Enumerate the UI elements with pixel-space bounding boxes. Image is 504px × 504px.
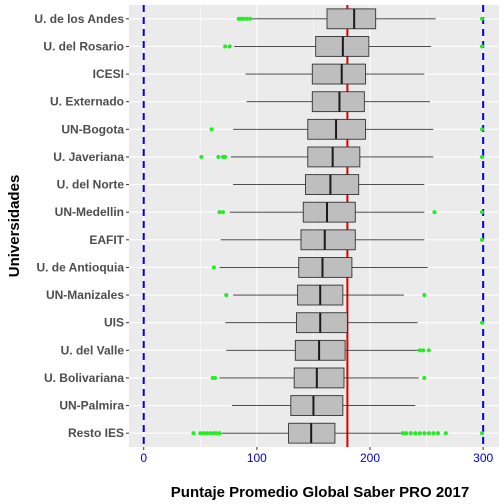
outlier-point: [223, 44, 228, 49]
box-4: [246, 91, 430, 113]
box-7: [233, 174, 425, 195]
outlier-point: [479, 127, 485, 132]
y-tick-label: UN-Palmira: [59, 399, 124, 413]
outlier-point: [400, 431, 405, 436]
box-12: [225, 312, 485, 334]
x-tick-label: 0: [140, 451, 147, 465]
box-iqr: [293, 367, 345, 389]
outlier-point: [217, 431, 222, 436]
outlier-point: [244, 16, 249, 21]
outlier-point: [241, 16, 246, 21]
outlier-point: [479, 210, 485, 215]
outlier-point: [247, 16, 253, 21]
box-1: [236, 8, 485, 30]
x-tick-label: 200: [360, 451, 380, 465]
y-tick-label: UN-Bogota: [61, 122, 124, 136]
y-tick-label: U. del Norte: [57, 178, 125, 192]
y-tick-label: ICESI: [93, 67, 124, 81]
box-iqr: [290, 395, 344, 416]
y-tick-label: U. Bolivariana: [44, 371, 124, 385]
outlier-point: [208, 431, 213, 436]
box-3: [245, 63, 425, 85]
outlier-point: [479, 16, 485, 21]
y-tick-label: U. de los Andes: [34, 12, 124, 26]
y-axis-title: Universidades: [6, 175, 23, 278]
outlier-point: [216, 154, 221, 160]
outlier-point: [201, 431, 206, 436]
box-13: [226, 339, 431, 361]
outlier-point: [479, 44, 485, 49]
outlier-point: [209, 127, 214, 132]
box-iqr: [300, 229, 356, 251]
box-11: [224, 284, 427, 306]
x-tick-labels: 0 100 200 300: [140, 447, 493, 465]
outlier-point: [404, 431, 409, 436]
x-tick-label: 300: [473, 451, 493, 465]
outlier-point: [211, 265, 216, 270]
outlier-point: [435, 431, 440, 436]
outlier-point: [422, 292, 427, 298]
outlier-point: [422, 431, 427, 436]
outlier-point: [191, 431, 196, 436]
y-tick-label: Resto IES: [68, 426, 124, 440]
y-tick-label: UN-Medellin: [55, 205, 124, 219]
outlier-point: [212, 375, 218, 381]
outlier-point: [198, 431, 203, 436]
box-iqr: [305, 174, 360, 195]
outlier-point: [422, 375, 427, 381]
boxes: [191, 8, 485, 444]
outlier-point: [421, 348, 426, 353]
x-axis-title: Puntaje Promedio Global Saber PRO 2017: [171, 484, 469, 501]
box-iqr: [311, 63, 366, 85]
outlier-point: [217, 210, 222, 215]
y-tick-label: UIS: [104, 316, 124, 330]
outlier-point: [426, 431, 431, 436]
outlier-point: [443, 431, 448, 436]
box-8: [217, 201, 485, 223]
outlier-point: [199, 154, 204, 160]
x-tick-label: 100: [247, 451, 267, 465]
box-6: [199, 146, 485, 168]
outlier-point: [214, 431, 219, 436]
box-14: [210, 367, 427, 389]
box-iqr: [307, 146, 361, 168]
box-iqr: [294, 339, 346, 361]
box-iqr: [296, 312, 348, 334]
outlier-point: [479, 431, 485, 436]
outlier-point: [426, 348, 431, 353]
box-iqr: [302, 201, 356, 223]
outlier-point: [224, 292, 229, 298]
outlier-point: [417, 348, 422, 353]
y-tick-labels: U. de los Andes U. del Rosario ICESI U. Ext…: [34, 12, 129, 440]
y-tick-label: U. del Valle: [61, 343, 125, 357]
y-tick-label: U. del Rosario: [43, 39, 124, 53]
y-tick-label: EAFIT: [89, 233, 124, 247]
y-tick-label: U. Externado: [50, 95, 124, 109]
outlier-point: [417, 431, 422, 436]
box-15: [231, 395, 416, 416]
box-10: [211, 257, 428, 278]
box-9: [220, 229, 485, 251]
outlier-point: [431, 431, 436, 436]
y-tick-label: UN-Manizales: [46, 288, 124, 302]
box-iqr: [298, 257, 353, 278]
outlier-point: [220, 210, 226, 215]
outlier-point: [408, 431, 413, 436]
outlier-point: [223, 154, 228, 160]
y-tick-label: U. Javeriana: [53, 150, 124, 164]
box-2: [223, 36, 485, 57]
box-iqr: [326, 8, 377, 30]
outlier-point: [432, 210, 437, 215]
outlier-point: [204, 431, 210, 436]
box-16: [191, 422, 485, 444]
outlier-point: [413, 431, 418, 436]
outlier-point: [227, 44, 232, 49]
outlier-point: [479, 154, 485, 160]
box-iqr: [311, 91, 365, 113]
outlier-point: [479, 320, 485, 325]
y-tick-label: U. de Antioquia: [36, 260, 124, 274]
outlier-point: [479, 237, 485, 242]
box-5: [209, 118, 485, 140]
